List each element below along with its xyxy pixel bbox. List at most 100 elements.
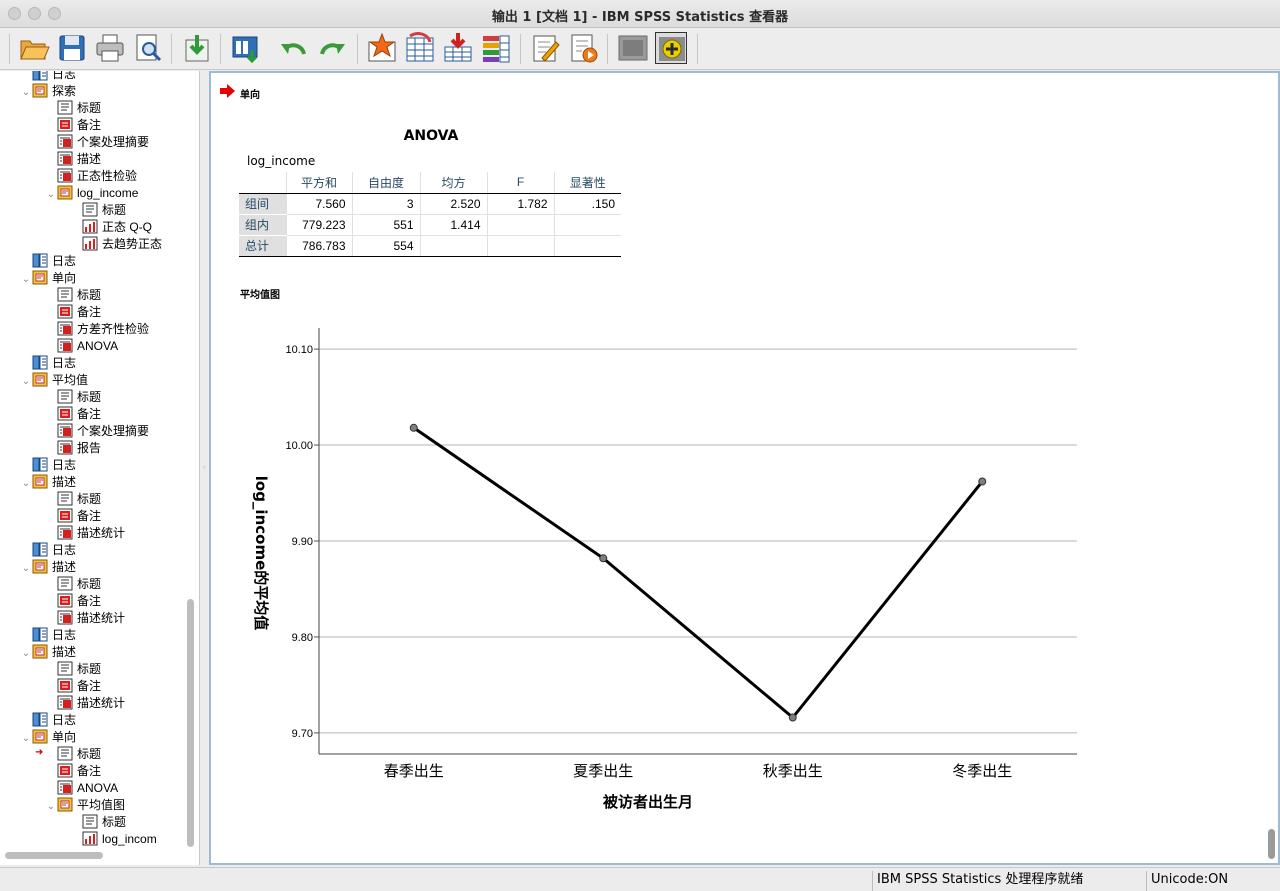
content-vertical-scrollbar[interactable] bbox=[1266, 73, 1278, 863]
outline-item[interactable]: 个案处理摘要 bbox=[45, 423, 149, 440]
outline-item[interactable]: 标题 bbox=[45, 287, 101, 304]
print-preview-button[interactable] bbox=[132, 32, 164, 64]
means-plot[interactable]: 9.70 9.80 9.90 10.00 10.10 春季出生 夏季出生 秋季出生 冬季出生被访… bbox=[211, 73, 1261, 863]
outline-item[interactable]: 标题 bbox=[45, 746, 101, 763]
table-icon bbox=[57, 780, 73, 795]
outline-item[interactable]: 正态性检验 bbox=[45, 168, 137, 185]
outline-scroll-thumb[interactable] bbox=[187, 599, 194, 847]
outline-item[interactable]: ⌄ 描述 bbox=[20, 474, 76, 491]
chevron-down-icon[interactable]: ⌄ bbox=[21, 274, 31, 285]
outline-item[interactable]: ⌄ 平均值图 bbox=[45, 797, 125, 814]
outline-item[interactable]: 描述统计 bbox=[45, 610, 125, 627]
outline-item[interactable]: 备注 bbox=[45, 593, 101, 610]
table-cell bbox=[553, 235, 621, 257]
outline-item[interactable]: 个案处理摘要 bbox=[45, 134, 149, 151]
close-window-button[interactable] bbox=[8, 7, 21, 20]
outline-item[interactable]: 日志 bbox=[20, 627, 76, 644]
outline-pane[interactable]: 日志 ⌄ 探索 标题 备注 个案处理摘要 描述 正态性检验 ⌄ log_income 标题 正态 Q-… bbox=[0, 71, 200, 865]
chevron-down-icon[interactable]: ⌄ bbox=[46, 801, 56, 812]
outline-item[interactable]: 标题 bbox=[45, 100, 101, 117]
outline-item[interactable]: 日志 bbox=[20, 457, 76, 474]
section-title: 单向 bbox=[240, 90, 260, 101]
outline-item[interactable]: ⌄ 单向 bbox=[20, 270, 76, 287]
log-icon bbox=[32, 542, 48, 557]
outline-item[interactable]: 标题 bbox=[70, 202, 126, 219]
outline-item[interactable]: 标题 bbox=[45, 491, 101, 508]
edit-button[interactable] bbox=[530, 32, 562, 64]
outline-item[interactable]: 正态 Q-Q bbox=[70, 219, 152, 236]
goto-variable-button[interactable] bbox=[404, 32, 436, 64]
redo-button[interactable] bbox=[316, 32, 348, 64]
outline-item[interactable]: 备注 bbox=[45, 508, 101, 525]
outline-item-label: 备注 bbox=[77, 764, 102, 778]
chevron-down-icon[interactable]: ⌄ bbox=[21, 87, 31, 98]
chevron-down-icon[interactable]: ⌄ bbox=[21, 648, 31, 659]
chevron-down-icon[interactable]: ⌄ bbox=[21, 478, 31, 489]
outline-item[interactable]: 日志 bbox=[20, 542, 76, 559]
outline-item[interactable]: ⌄ 描述 bbox=[20, 559, 76, 576]
outline-item[interactable]: 备注 bbox=[45, 763, 101, 780]
outline-item[interactable]: ⌄ log_income bbox=[45, 185, 138, 202]
zoom-window-button[interactable] bbox=[48, 7, 61, 20]
outline-item[interactable]: 标题 bbox=[70, 814, 126, 831]
chevron-down-icon[interactable]: ⌄ bbox=[21, 563, 31, 574]
insert-cases-button[interactable] bbox=[442, 32, 474, 64]
show-button[interactable] bbox=[655, 32, 687, 64]
anova-dependent-variable: log_income bbox=[247, 154, 316, 168]
outline-item[interactable]: 备注 bbox=[45, 117, 101, 134]
outline-item[interactable]: 备注 bbox=[45, 304, 101, 321]
chevron-down-icon[interactable]: ⌄ bbox=[21, 376, 31, 387]
outline-item[interactable]: 描述统计 bbox=[45, 695, 125, 712]
chevron-down-icon[interactable]: ⌄ bbox=[46, 189, 56, 200]
outline-item[interactable]: 日志 bbox=[20, 355, 76, 372]
output-content-pane[interactable]: 单向 ANOVA log_income 平方和 自由度 均方 F 显著性 组间 7.560… bbox=[209, 71, 1280, 865]
pane-splitter[interactable]: ◦ bbox=[201, 71, 209, 865]
outline-item[interactable]: ⌄ 平均值 bbox=[20, 372, 88, 389]
outline-item[interactable]: log_incom bbox=[70, 831, 157, 848]
outline-item[interactable]: 去趋势正态 bbox=[70, 236, 162, 253]
toolbar-separator bbox=[171, 34, 172, 64]
minimize-window-button[interactable] bbox=[28, 7, 41, 20]
notes-icon bbox=[57, 678, 73, 693]
outline-horizontal-scroll-thumb[interactable] bbox=[5, 852, 103, 859]
outline-item[interactable]: ⌄ 探索 bbox=[20, 83, 76, 100]
outline-item-label: 标题 bbox=[77, 662, 102, 676]
save-button[interactable] bbox=[56, 32, 88, 64]
recall-dialog-button[interactable] bbox=[230, 32, 262, 64]
table-row: 组内 779.223 551 1.414 bbox=[239, 214, 621, 236]
chevron-down-icon[interactable]: ⌄ bbox=[21, 733, 31, 744]
outline-vertical-scrollbar[interactable] bbox=[186, 71, 196, 851]
outline-item[interactable]: 方差齐性检验 bbox=[45, 321, 149, 338]
outline-item[interactable]: 描述统计 bbox=[45, 525, 125, 542]
table-cell: 1.414 bbox=[419, 214, 487, 236]
outline-item-label: 平均值 bbox=[52, 373, 89, 387]
outline-item[interactable]: 标题 bbox=[45, 389, 101, 406]
script-button[interactable] bbox=[568, 32, 600, 64]
content-scroll-thumb[interactable] bbox=[1268, 829, 1275, 859]
outline-item[interactable]: ⌄ 单向 bbox=[20, 729, 76, 746]
outline-item[interactable]: 描述 bbox=[45, 151, 101, 168]
variables-button[interactable] bbox=[480, 32, 512, 64]
outline-item[interactable]: 日志 bbox=[20, 712, 76, 729]
outline-item[interactable]: ANOVA bbox=[45, 780, 118, 797]
print-button[interactable] bbox=[94, 32, 126, 64]
outline-item[interactable]: 备注 bbox=[45, 406, 101, 423]
goto-case-button[interactable] bbox=[366, 32, 398, 64]
outline-item[interactable]: 报告 bbox=[45, 440, 101, 457]
outline-item[interactable]: 标题 bbox=[45, 661, 101, 678]
outline-item-label: 描述统计 bbox=[77, 611, 126, 625]
outline-item[interactable]: 备注 bbox=[45, 678, 101, 695]
outline-item[interactable]: 日志 bbox=[20, 253, 76, 270]
table-cell: 7.560 bbox=[285, 193, 352, 215]
undo-button[interactable] bbox=[278, 32, 310, 64]
hide-button[interactable] bbox=[617, 32, 649, 64]
outline-item[interactable]: 日志 bbox=[20, 71, 76, 83]
table-icon bbox=[57, 695, 73, 710]
export-button[interactable] bbox=[181, 32, 213, 64]
outline-item[interactable]: 标题 bbox=[45, 576, 101, 593]
open-button[interactable] bbox=[18, 32, 50, 64]
outline-item[interactable]: ANOVA bbox=[45, 338, 118, 355]
table-cell bbox=[486, 214, 554, 236]
outline-item[interactable]: ⌄ 描述 bbox=[20, 644, 76, 661]
row-header: 组间 bbox=[239, 193, 286, 215]
